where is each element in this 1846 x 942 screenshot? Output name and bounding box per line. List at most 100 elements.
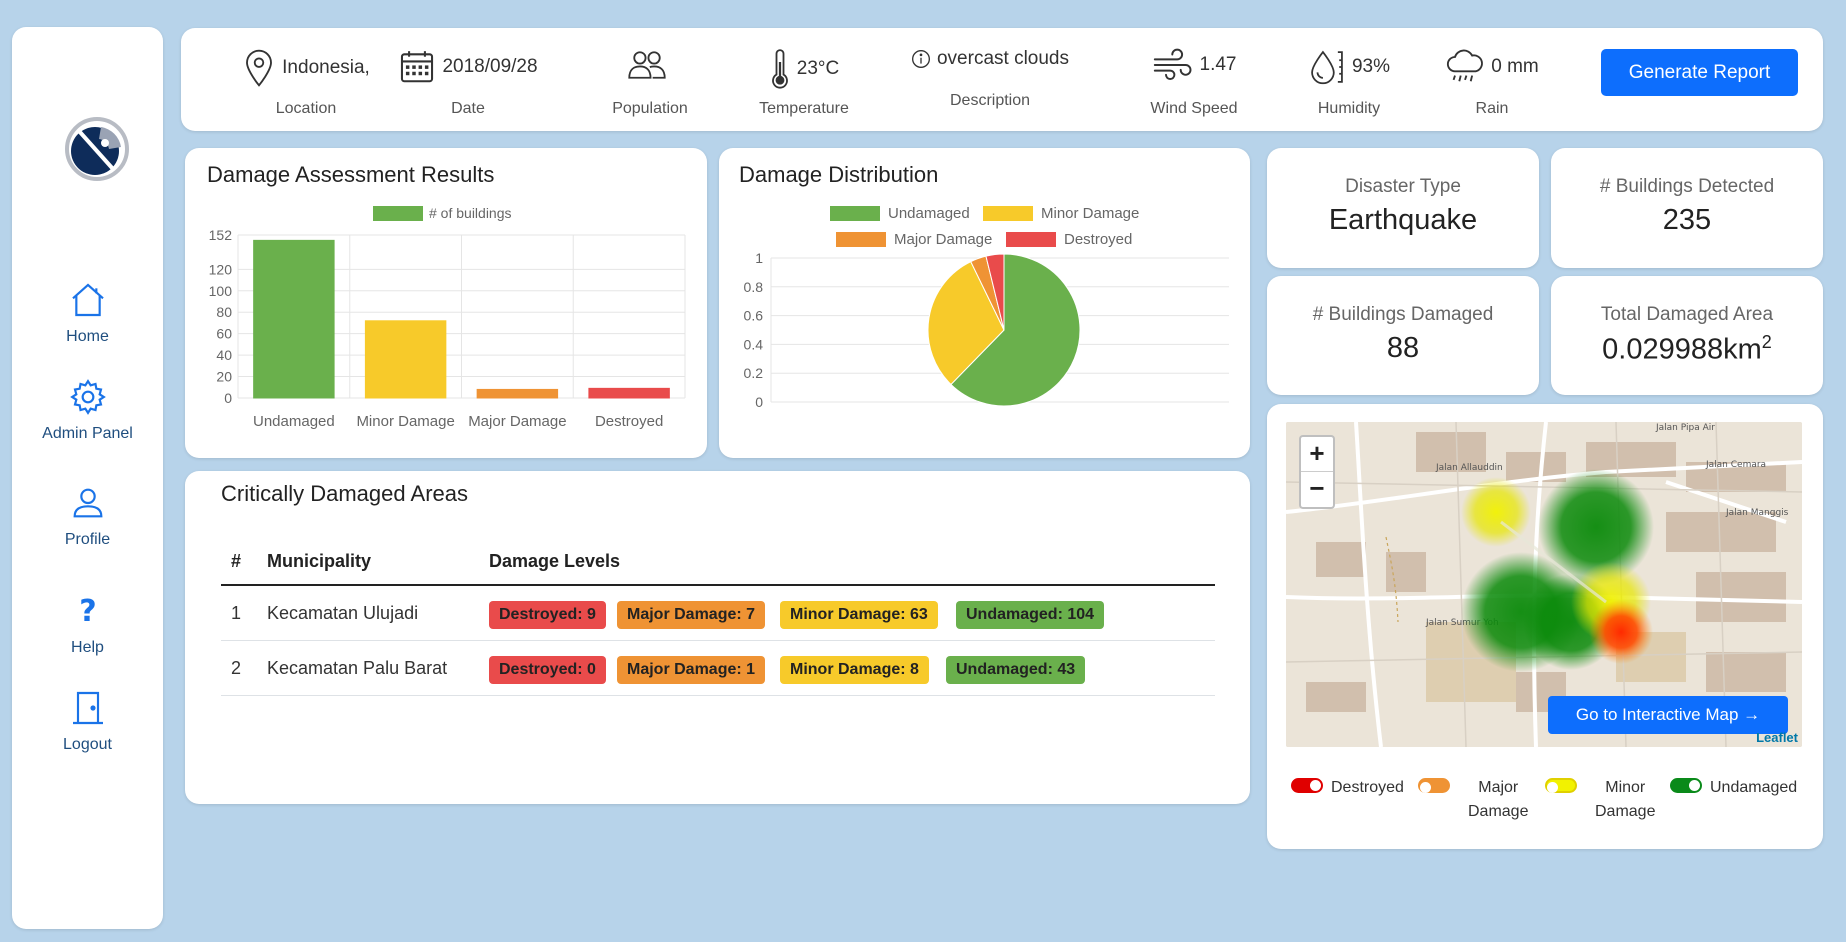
description-value: overcast clouds xyxy=(936,48,1069,69)
location-value: Indonesia, xyxy=(282,57,370,78)
y-tick-label: 20 xyxy=(216,369,232,385)
user-icon xyxy=(73,488,102,518)
y-tick-label: 0 xyxy=(755,394,763,410)
description-label: Description xyxy=(949,92,1031,109)
thermometer-icon xyxy=(771,49,788,89)
damage-heatmap[interactable]: Jalan Allauddin Jalan Cemara Jalan Manggis… xyxy=(1286,422,1802,747)
generate-report-button[interactable]: Generate Report xyxy=(1601,49,1798,96)
date-value: 2018/09/28 xyxy=(442,56,538,77)
legend-major-label: Major Damage xyxy=(1468,779,1529,820)
temperature-label: Temperature xyxy=(759,100,849,117)
legend-minor-damage: Minor Damage xyxy=(1545,776,1655,824)
disaster-type-label: Disaster Type xyxy=(1345,176,1461,197)
y-tick-label: 40 xyxy=(216,347,232,363)
major-damage-swatch xyxy=(1418,778,1450,793)
door-icon xyxy=(72,691,103,725)
damaged-area-card: Total Damaged Area 0.029988km2 xyxy=(1551,276,1823,395)
minor-damage-swatch xyxy=(1545,778,1577,793)
population-stat: Population xyxy=(589,28,711,131)
pie-slice-destroyed xyxy=(985,253,1005,331)
sidebar-item-home[interactable]: Home xyxy=(12,280,163,346)
y-tick-label: 0.6 xyxy=(744,308,764,324)
buildings-detected-label: # Buildings Detected xyxy=(1599,176,1775,197)
y-tick-label: 1 xyxy=(755,250,763,266)
legend-undamaged-label: Undamaged xyxy=(1710,779,1798,796)
rain-cloud-icon xyxy=(1447,49,1484,82)
legend-label: Undamaged xyxy=(888,205,970,222)
sidebar-label-help: Help xyxy=(71,639,104,656)
sidebar-label-home: Home xyxy=(66,328,109,345)
svg-text:Jalan Cemara: Jalan Cemara xyxy=(1705,460,1766,470)
damage-distribution-card: Damage Distribution Undamaged Minor Damag… xyxy=(719,148,1250,458)
wind-value: 1.47 xyxy=(1199,54,1237,75)
legend-label: Major Damage xyxy=(894,231,992,248)
heatmap-card: Jalan Allauddin Jalan Cemara Jalan Manggis… xyxy=(1267,404,1823,849)
app-logo xyxy=(65,117,129,186)
zoom-in-button[interactable]: + xyxy=(1301,437,1333,472)
rain-value: 0 mm xyxy=(1491,56,1539,77)
rain-label: Rain xyxy=(1475,100,1509,117)
bar-chart-title: Damage Assessment Results xyxy=(207,162,495,187)
legend-destroyed-label: Destroyed xyxy=(1331,779,1404,796)
sidebar-item-help[interactable]: ? Help xyxy=(12,591,163,657)
table-header-divider xyxy=(221,584,1215,586)
y-tick-label: 0.8 xyxy=(744,279,764,295)
minor-damage-badge: Minor Damage: 63 xyxy=(780,601,938,629)
zoom-out-button[interactable]: − xyxy=(1309,473,1325,503)
disaster-type-card: Disaster Type Earthquake xyxy=(1267,148,1539,268)
temperature-value: 23°C xyxy=(796,58,840,79)
undamaged-badge: Undamaged: 43 xyxy=(946,656,1086,684)
legend-undamaged: Undamaged xyxy=(1670,776,1797,800)
buildings-damaged-card: # Buildings Damaged 88 xyxy=(1267,276,1539,395)
sidebar-item-logout[interactable]: Logout xyxy=(12,688,163,754)
row-divider xyxy=(221,695,1215,696)
disaster-type-value: Earthquake xyxy=(1328,204,1478,236)
zoom-control: + − xyxy=(1299,435,1335,509)
svg-text:Jalan Manggis: Jalan Manggis xyxy=(1725,508,1789,518)
sidebar: Home Admin Panel Profile ? Help Logout xyxy=(12,27,163,929)
pie-slice-minor-damage xyxy=(927,260,1005,386)
leaflet-attribution[interactable]: Leaflet xyxy=(1756,730,1798,745)
destroyed-swatch xyxy=(1291,778,1323,793)
minor-damage-badge: Minor Damage: 8 xyxy=(780,656,929,684)
legend-destroyed: Destroyed xyxy=(1291,776,1404,800)
y-tick-label: 60 xyxy=(216,326,232,342)
date-stat: 2018/09/28 Date xyxy=(389,28,547,131)
wind-stat: 1.47 Wind Speed xyxy=(1131,28,1257,131)
buildings-damaged-value: 88 xyxy=(1386,332,1420,364)
row-number: 2 xyxy=(231,658,242,678)
buildings-damaged-label: # Buildings Damaged xyxy=(1312,304,1494,325)
pie-chart-title: Damage Distribution xyxy=(739,162,939,187)
svg-text:Jalan Sumur Yoh: Jalan Sumur Yoh xyxy=(1425,618,1499,628)
buildings-detected-card: # Buildings Detected 235 xyxy=(1551,148,1823,268)
sidebar-label-profile: Profile xyxy=(64,531,111,548)
x-tick-label: Undamaged xyxy=(253,413,335,430)
y-tick-label: 100 xyxy=(209,283,233,299)
row-municipality: Kecamatan Palu Barat xyxy=(267,658,448,678)
svg-text:Jalan Allauddin: Jalan Allauddin xyxy=(1435,463,1503,473)
major-damage-badge: Major Damage: 7 xyxy=(617,601,766,629)
question-icon: ? xyxy=(79,594,96,629)
calendar-icon xyxy=(401,51,434,83)
destroyed-badge: Destroyed: 9 xyxy=(489,601,606,629)
interactive-map-button[interactable]: Go to Interactive Map → xyxy=(1548,696,1788,734)
damaged-area-label: Total Damaged Area xyxy=(1600,304,1774,325)
legend-label-buildings: # of buildings xyxy=(429,205,512,221)
damaged-area-number: 0.029988km xyxy=(1602,333,1762,366)
sidebar-item-profile[interactable]: Profile xyxy=(12,483,163,549)
population-label: Population xyxy=(612,100,688,117)
temperature-stat: 23°C Temperature xyxy=(741,28,867,131)
y-tick-label: 0 xyxy=(224,390,232,406)
bar-major-damage xyxy=(476,388,559,399)
map-tiles: Jalan Allauddin Jalan Cemara Jalan Manggis… xyxy=(1286,422,1802,747)
location-pin-icon xyxy=(246,49,273,87)
damaged-area-unit-exponent: 2 xyxy=(1761,332,1772,352)
rain-stat: 0 mm Rain xyxy=(1436,28,1548,131)
humidity-icon xyxy=(1311,50,1343,85)
humidity-stat: 93% Humidity xyxy=(1293,28,1405,131)
x-tick-label: Destroyed xyxy=(595,413,663,430)
table-header-damage-levels: Damage Levels xyxy=(489,551,621,571)
sidebar-item-admin-panel[interactable]: Admin Panel xyxy=(12,377,163,443)
legend-swatch-undamaged xyxy=(830,206,880,221)
date-label: Date xyxy=(451,100,485,117)
